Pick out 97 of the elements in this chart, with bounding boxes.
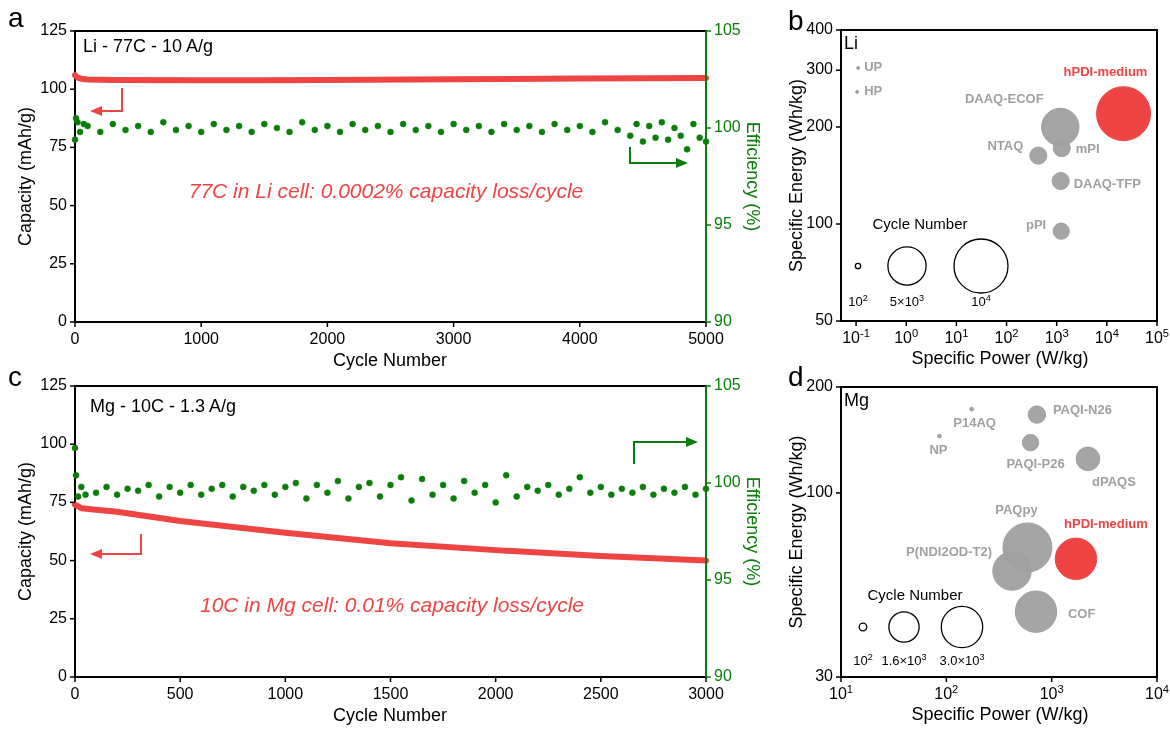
y-tick-label: 25 xyxy=(49,254,68,272)
annotation: Li - 77C - 10 A/g xyxy=(83,36,214,56)
x-tick-label: 10$^{3}$ xyxy=(1039,683,1064,702)
annotation: Li xyxy=(844,33,859,53)
x-axis-title: Specific Power (W/kg) xyxy=(911,704,1089,724)
chart-title: a xyxy=(8,2,24,33)
x-tick-label: 4000 xyxy=(562,330,598,347)
series-label: COF xyxy=(1068,606,1096,622)
y-tick-label: 25 xyxy=(49,609,68,627)
legend-title: Cycle Number xyxy=(867,586,963,603)
y2-tick-label: 95 xyxy=(714,570,732,588)
legend-label: 5×10$^{3}$ xyxy=(889,293,925,309)
y2-tick-label: 90 xyxy=(714,312,732,330)
x-tick-label: 10$^{4}$ xyxy=(1094,327,1119,346)
series-label: PAQpy xyxy=(995,502,1039,518)
legend-label: 10$^{2}$ xyxy=(853,652,873,668)
y-tick-label: 50 xyxy=(815,311,834,329)
series-label: NTAQ xyxy=(987,138,1024,154)
x-tick-label: 1500 xyxy=(372,685,409,702)
chart-title: c xyxy=(8,361,22,392)
y-tick-label: 100 xyxy=(40,434,68,452)
x-tick-label: 0 xyxy=(70,685,80,702)
series-label: pPI xyxy=(1025,217,1047,233)
x-tick-label: 2000 xyxy=(477,685,514,702)
annotation: Mg xyxy=(844,390,870,410)
y-tick-label: 400 xyxy=(806,20,834,38)
x-tick-label: 0 xyxy=(70,330,80,347)
x-tick-label: 2500 xyxy=(583,685,619,702)
legend-label: 10$^{4}$ xyxy=(971,293,991,309)
y-axis-title: Capacity (mAh/g) xyxy=(14,106,35,247)
x-axis-title: Cycle Number xyxy=(332,350,448,370)
y2-axis-title: Efficiency (%) xyxy=(743,121,764,232)
x-tick-label: 10$^{-1}$ xyxy=(842,327,870,346)
text: HP xyxy=(864,83,883,99)
y-tick-label: 125 xyxy=(40,376,68,394)
x-tick-label: 10$^{0}$ xyxy=(894,327,919,346)
x-tick-label: 5000 xyxy=(688,330,724,347)
x-axis-title: Cycle Number xyxy=(332,705,448,725)
y-tick-label: 0 xyxy=(58,312,68,330)
y-tick-label: 300 xyxy=(806,60,834,78)
legend-label: 10$^{2}$ xyxy=(848,293,868,309)
series-label: PAQI-P26 xyxy=(1006,456,1065,472)
y-tick-label: 200 xyxy=(806,377,834,395)
y-tick-label: 50 xyxy=(49,195,68,213)
series-label: DAAQ-TFP xyxy=(1073,176,1142,192)
x-tick-label: 10$^{4}$ xyxy=(1144,683,1170,702)
y2-tick-label: 105 xyxy=(714,21,741,39)
x-tick-label: 3000 xyxy=(688,685,724,702)
legend-label: 3.0×10$^{3}$ xyxy=(939,652,985,668)
legend-label: 1.6×10$^{3}$ xyxy=(881,652,927,668)
y2-tick-label: 100 xyxy=(714,473,741,491)
y-tick-label: 75 xyxy=(49,492,68,510)
chart-title: b xyxy=(788,5,804,36)
y-tick-label: 100 xyxy=(806,483,834,501)
x-tick-label: 2000 xyxy=(309,330,346,347)
x-tick-label: 3000 xyxy=(435,330,472,347)
x-axis-title: Specific Power (W/kg) xyxy=(911,348,1089,368)
y2-tick-label: 95 xyxy=(714,215,732,233)
text: P14AQ xyxy=(953,415,996,431)
y2-tick-label: 100 xyxy=(714,118,741,136)
y-tick-label: 30 xyxy=(815,667,834,685)
series-label: DAAQ-ECOF xyxy=(964,91,1044,107)
series-label: mPI xyxy=(1075,141,1100,157)
chart-title: d xyxy=(788,361,804,392)
y-tick-label: 50 xyxy=(49,550,68,568)
y-axis-title: Specific Energy (Wh/kg) xyxy=(785,435,806,629)
y2-axis-title: Efficiency (%) xyxy=(743,476,764,587)
annotation: 77C in Li cell: 0.0002% capacity loss/cycle xyxy=(188,179,584,202)
x-tick-label: 10$^{1}$ xyxy=(944,327,969,346)
x-tick-label: 1000 xyxy=(267,685,304,702)
text: UP xyxy=(864,59,883,75)
x-tick-label: 10$^{3}$ xyxy=(1044,327,1069,346)
x-tick-label: 1000 xyxy=(183,330,220,347)
x-tick-label: 500 xyxy=(166,685,194,702)
y-tick-label: 100 xyxy=(40,79,68,97)
series-label: PAQI-N26 xyxy=(1052,402,1112,417)
x-tick-label: 10$^{5}$ xyxy=(1144,327,1170,346)
legend-title: Cycle Number xyxy=(872,215,968,232)
text: NP xyxy=(929,442,948,458)
y-axis-title: Specific Energy (Wh/kg) xyxy=(785,78,806,273)
annotation: 10C in Mg cell: 0.01% capacity loss/cycle xyxy=(200,593,584,616)
y2-tick-label: 90 xyxy=(714,667,732,685)
x-tick-label: 10$^{2}$ xyxy=(934,683,959,702)
y-axis-title: Capacity (mAh/g) xyxy=(14,461,35,602)
annotation: Mg - 10C - 1.3 A/g xyxy=(90,396,237,416)
x-tick-label: 10$^{1}$ xyxy=(828,683,854,702)
y-tick-label: 100 xyxy=(806,214,834,232)
series-label: P(NDI2OD-T2) xyxy=(906,544,992,560)
y-tick-label: 125 xyxy=(40,21,68,39)
series-label: hPDI-medium xyxy=(1063,64,1148,80)
y-tick-label: 75 xyxy=(49,137,68,155)
y-tick-label: 200 xyxy=(806,117,834,135)
y2-tick-label: 105 xyxy=(714,376,741,394)
x-tick-label: 10$^{2}$ xyxy=(994,327,1019,346)
series-label: hPDI-medium xyxy=(1064,516,1148,532)
series-label: dPAQS xyxy=(1092,474,1137,490)
y-tick-label: 0 xyxy=(58,667,68,685)
